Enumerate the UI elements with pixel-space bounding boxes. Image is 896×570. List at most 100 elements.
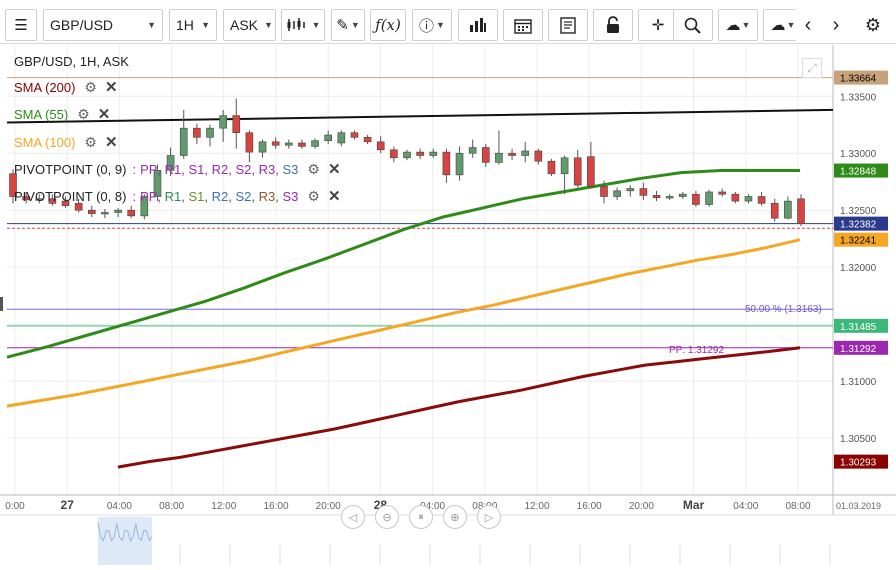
candle-body [692, 193, 700, 205]
zoom-out-button[interactable]: ⊖ [375, 505, 399, 529]
pencil-icon: ✎ [336, 17, 349, 34]
candle-body [521, 150, 530, 156]
chart-area[interactable]: 0:002704:0008:0012:0016:0020:002804:0008… [0, 45, 896, 565]
news-button[interactable] [548, 9, 588, 41]
zoom-out-icon: ⊖ [382, 511, 392, 524]
candle-body [258, 141, 267, 153]
s3-label: S3 [282, 161, 299, 177]
timeframe-value: 1H [176, 17, 194, 33]
price-tick-label: 1.32500 [840, 206, 877, 217]
candle-body [757, 196, 766, 204]
scroll-left-button[interactable]: ‹ [795, 9, 821, 41]
chevron-down-icon: ▼ [311, 20, 321, 30]
maximize-icon[interactable]: ⤢ [802, 58, 822, 78]
scroll-right-button[interactable]: › [823, 9, 849, 41]
symbol-select[interactable]: GBP/USD ▼ [43, 9, 163, 41]
chart-title: GBP/USD, 1H, ASK [14, 53, 129, 69]
close-icon[interactable]: ✕ [97, 106, 111, 123]
price-tag-label: 1.32241 [840, 236, 877, 247]
price-tag-label: 1.32382 [840, 220, 877, 231]
crosshair-button[interactable]: ✛ [638, 9, 678, 41]
candle-body [311, 140, 319, 147]
gear-icon[interactable]: ⚙ [77, 105, 90, 122]
time-tick-label: 20:00 [629, 501, 654, 512]
candle-body [600, 185, 608, 197]
drag-handle [0, 297, 3, 311]
candle-body [35, 198, 44, 201]
gear-icon[interactable]: ⚙ [84, 133, 97, 150]
info-icon: ⓘ [419, 17, 435, 35]
document-icon [560, 16, 576, 34]
nav-right-button[interactable]: ▷ [477, 505, 501, 529]
candle-body [639, 188, 648, 196]
chevron-down-icon: ▼ [201, 20, 210, 30]
r1-label: R1 [164, 188, 182, 204]
candle-body [442, 151, 451, 176]
price-tag-background [834, 340, 888, 355]
close-icon[interactable]: ✕ [104, 79, 118, 96]
candle-body [153, 170, 162, 197]
s3-label: S3 [282, 188, 299, 204]
zoom-button[interactable] [673, 9, 713, 41]
time-tick-label: 20:00 [316, 501, 341, 512]
reset-view-button[interactable]: ⏸ [409, 505, 433, 529]
gear-icon[interactable]: ⚙ [84, 78, 97, 95]
candle-body [245, 132, 254, 153]
reset-icon: ⏸ [418, 510, 424, 523]
legend-label: SMA (200) [14, 79, 76, 95]
gear-icon[interactable]: ⚙ [307, 187, 320, 204]
time-tick-label: 12:00 [524, 501, 549, 512]
date-stamp: 01.03.2019 [836, 501, 881, 511]
chevron-down-icon: ▼ [350, 20, 360, 30]
upload-button[interactable]: ☁ ▼ [718, 9, 758, 41]
menu-button[interactable]: ☰ [5, 9, 37, 41]
candle-body [232, 115, 241, 134]
zoom-in-icon: ⊕ [450, 511, 460, 524]
price-tick-label: 1.32000 [840, 263, 877, 274]
price-tag-label: 1.32848 [840, 167, 877, 178]
chevron-down-icon: ▼ [436, 20, 445, 30]
trendline [6, 108, 834, 124]
time-tick-label: 04:00 [733, 501, 758, 512]
r3-label: R3 [258, 188, 276, 204]
price-type-select[interactable]: ASK ▼ [223, 9, 276, 41]
s1-label: S1 [188, 188, 205, 204]
price-tag-background [834, 318, 888, 333]
close-icon[interactable]: ✕ [104, 134, 118, 151]
candle-body [114, 209, 122, 213]
candle-body [731, 193, 740, 202]
indicators-button[interactable]: ƒ(x) [370, 9, 406, 41]
draw-tool-button[interactable]: ✎ ▼ [331, 9, 365, 41]
close-icon[interactable]: ✕ [327, 161, 341, 178]
price-chart[interactable]: 0:002704:0008:0012:0016:0020:002804:0008… [0, 45, 896, 565]
nav-left-button[interactable]: ◁ [341, 505, 365, 529]
candle-body [784, 200, 792, 219]
volume-button[interactable] [458, 9, 498, 41]
lock-button[interactable] [593, 9, 633, 41]
candle-body [652, 195, 661, 198]
zoom-in-button[interactable]: ⊕ [443, 505, 467, 529]
candle-body [534, 150, 543, 162]
price-tick-label: 1.30500 [840, 434, 877, 445]
close-icon[interactable]: ✕ [327, 188, 341, 205]
info-button[interactable]: ⓘ ▼ [412, 9, 452, 41]
navigator-line [97, 522, 153, 542]
timeframe-select[interactable]: 1H ▼ [169, 9, 217, 41]
candle-body [140, 196, 149, 217]
candle-body [508, 152, 516, 156]
candle-body [587, 156, 595, 187]
chart-type-button[interactable]: ▼ [281, 9, 325, 41]
chart-background [0, 45, 896, 565]
settings-button[interactable]: ⚙ [857, 9, 889, 41]
legend-label: PIVOTPOINT (0, 8) [14, 188, 127, 204]
calendar-button[interactable] [503, 9, 543, 41]
hamburger-icon: ☰ [14, 17, 28, 34]
legend-sma100: SMA (100) ⚙ ✕ [14, 131, 118, 153]
candle-body [573, 157, 582, 186]
gear-icon[interactable]: ⚙ [307, 160, 320, 177]
symbol-value: GBP/USD [50, 17, 114, 33]
legend-label: SMA (100) [14, 134, 76, 150]
pp-annotation: PP: 1.31292 [669, 345, 725, 356]
time-tick-label: 0:00 [5, 501, 25, 512]
candle-body [481, 147, 490, 163]
